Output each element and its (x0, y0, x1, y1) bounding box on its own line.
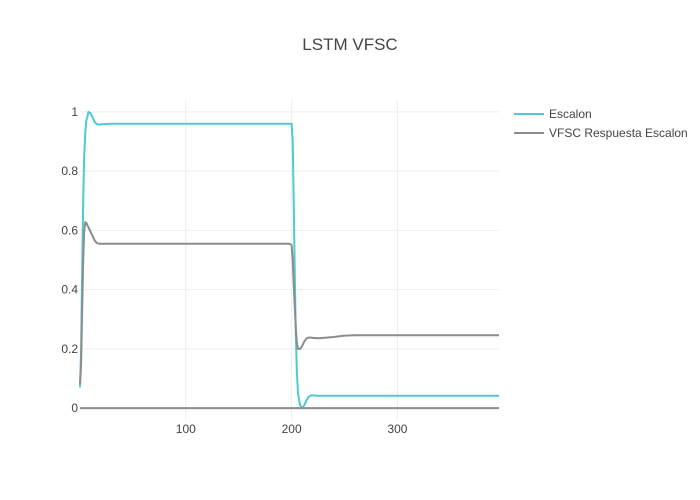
y-tick-label: 0.8 (61, 164, 78, 178)
plot-area: 100 200 300 0 0.2 0.4 0.6 0.8 1 (61, 100, 499, 436)
y-tick-label: 0.6 (61, 223, 78, 237)
legend: Escalon VFSC Respuesta Escalon (514, 107, 688, 140)
y-tick-label: 0 (71, 401, 78, 415)
y-tick-label: 0.4 (61, 283, 78, 297)
legend-label: VFSC Respuesta Escalon (549, 126, 688, 140)
legend-label: Escalon (549, 107, 592, 121)
series-line-vfsc-respuesta-escalon (79, 221, 499, 385)
x-tick-label: 200 (282, 422, 302, 436)
y-tick-label: 1 (71, 105, 78, 119)
chart-title: LSTM VFSC (302, 35, 397, 54)
x-tick-label: 100 (176, 422, 196, 436)
y-tick-label: 0.2 (61, 342, 78, 356)
x-tick-label: 300 (387, 422, 407, 436)
series-line-escalon (79, 110, 499, 410)
